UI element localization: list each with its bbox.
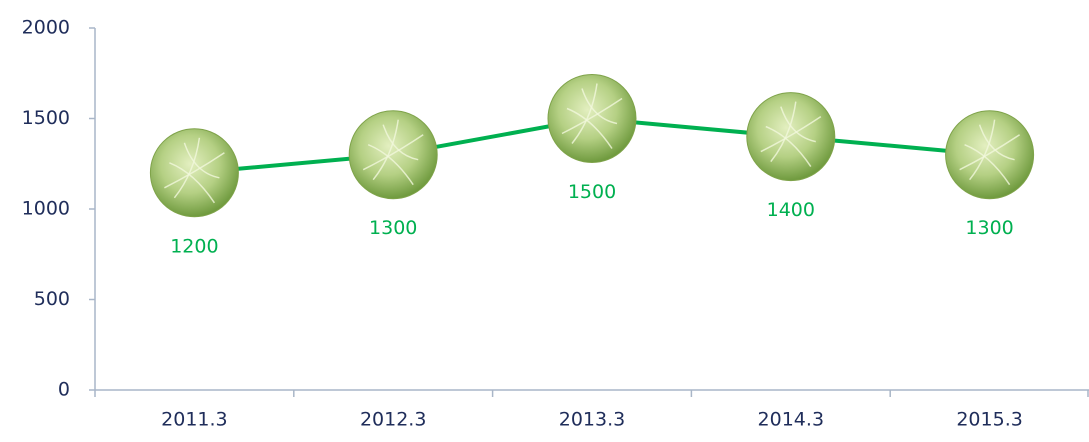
cabbage-vein [760, 115, 822, 153]
y-tick-label: 500 [34, 288, 70, 310]
cabbage-marker [348, 110, 438, 200]
cabbage-marker [149, 128, 239, 218]
cabbage-vein [581, 88, 618, 125]
point-marker [945, 110, 1035, 200]
x-tick-label: 2011.3 [161, 409, 227, 431]
cabbage-marker [547, 74, 637, 163]
cabbage-vein [372, 119, 399, 181]
cabbage-vein [969, 119, 996, 181]
cabbage-vein [367, 144, 414, 186]
cabbage-marker [945, 110, 1035, 200]
point-marker [746, 92, 836, 182]
y-tick-label: 1500 [22, 107, 70, 129]
y-tick-label: 2000 [22, 17, 70, 39]
cabbage-vein [964, 144, 1011, 186]
x-tick-label: 2014.3 [758, 409, 824, 431]
cabbage-vein [169, 162, 216, 204]
cabbage-vein [382, 124, 419, 161]
cabbage-vein [183, 142, 220, 179]
cabbage-vein [362, 134, 424, 171]
cabbage-vein [780, 106, 816, 143]
x-tick-label: 2013.3 [559, 409, 625, 431]
data-label: 1300 [369, 217, 417, 239]
cabbage-vein [164, 152, 225, 189]
x-tick-label: 2012.3 [360, 409, 426, 431]
x-tick-label: 2015.3 [956, 409, 1022, 431]
point-marker [149, 128, 239, 218]
cabbage-vein [770, 101, 797, 163]
cabbage-vein [978, 124, 1015, 161]
cabbage-marker [746, 92, 836, 182]
data-label: 1300 [965, 217, 1013, 239]
cabbage-vein [959, 134, 1021, 171]
point-marker [547, 74, 637, 163]
cabbage-vein [566, 107, 613, 149]
cabbage-vein [765, 125, 812, 168]
cabbage-vein [561, 97, 623, 135]
point-marker [348, 110, 438, 200]
y-tick-label: 1000 [22, 198, 70, 220]
cabbage-vein [571, 83, 598, 144]
data-label: 1200 [170, 235, 218, 257]
y-tick-label: 0 [58, 379, 70, 401]
data-label: 1500 [568, 181, 616, 203]
data-label: 1400 [767, 199, 815, 221]
cabbage-vein [173, 137, 201, 199]
